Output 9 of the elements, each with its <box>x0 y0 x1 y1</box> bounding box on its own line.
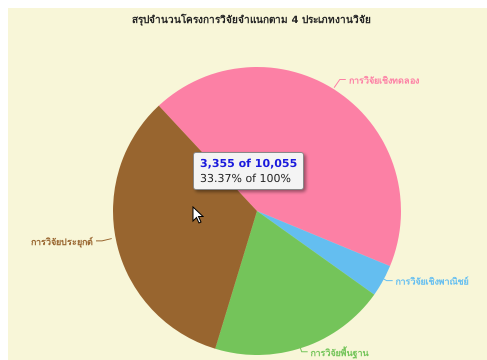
pie-slice <box>113 106 257 349</box>
text: 3,355 of 10,055 <box>200 156 298 171</box>
chart-title: สรุปจำนวนโครงการวิจัยจำแนกตาม 4 ประเภทงานวิจัย <box>131 12 372 27</box>
slice-label: การวิจัยเชิงพาณิชย์ <box>396 276 469 288</box>
pie-slice <box>257 211 390 295</box>
slice-label: การวิจัยพื้นฐาน <box>310 346 370 359</box>
slice-label: การวิจัยเชิงทดลอง <box>348 75 419 86</box>
text: 33.37% of 100% <box>200 171 292 186</box>
slice-label: การวิจัยประยุกต์ <box>30 236 93 248</box>
